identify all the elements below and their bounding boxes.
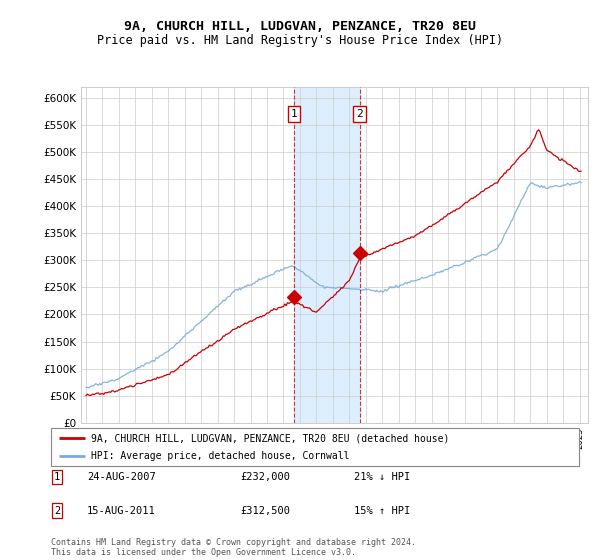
Text: £312,500: £312,500 (240, 506, 290, 516)
Text: 1: 1 (290, 109, 297, 119)
Text: 21% ↓ HPI: 21% ↓ HPI (354, 472, 410, 482)
Point (355, 249, 364, 258)
Text: HPI: Average price, detached house, Cornwall: HPI: Average price, detached house, Corn… (91, 451, 349, 461)
Text: Price paid vs. HM Land Registry's House Price Index (HPI): Price paid vs. HM Land Registry's House … (97, 34, 503, 46)
Bar (293, 87, 359, 423)
Text: 15% ↑ HPI: 15% ↑ HPI (354, 506, 410, 516)
Text: 15-AUG-2011: 15-AUG-2011 (87, 506, 156, 516)
Text: 1: 1 (54, 472, 60, 482)
Point (289, 292, 298, 301)
Text: £232,000: £232,000 (240, 472, 290, 482)
Text: 2: 2 (54, 506, 60, 516)
Text: 2: 2 (356, 109, 363, 119)
Text: Contains HM Land Registry data © Crown copyright and database right 2024.
This d: Contains HM Land Registry data © Crown c… (51, 538, 416, 557)
Text: 9A, CHURCH HILL, LUDGVAN, PENZANCE, TR20 8EU (detached house): 9A, CHURCH HILL, LUDGVAN, PENZANCE, TR20… (91, 433, 449, 443)
Text: 9A, CHURCH HILL, LUDGVAN, PENZANCE, TR20 8EU: 9A, CHURCH HILL, LUDGVAN, PENZANCE, TR20… (124, 20, 476, 32)
FancyBboxPatch shape (51, 428, 579, 466)
Text: 24-AUG-2007: 24-AUG-2007 (87, 472, 156, 482)
